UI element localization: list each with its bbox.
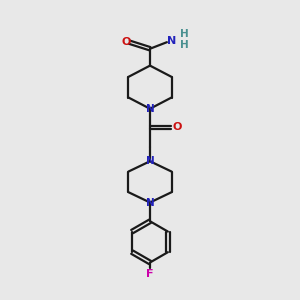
Text: N: N <box>167 36 176 46</box>
Text: F: F <box>146 269 154 279</box>
Text: N: N <box>146 104 154 114</box>
Text: N: N <box>146 156 154 166</box>
Text: O: O <box>121 37 131 47</box>
Text: H: H <box>180 40 188 50</box>
Text: O: O <box>172 122 182 133</box>
Text: N: N <box>146 197 154 208</box>
Text: H: H <box>180 29 188 39</box>
